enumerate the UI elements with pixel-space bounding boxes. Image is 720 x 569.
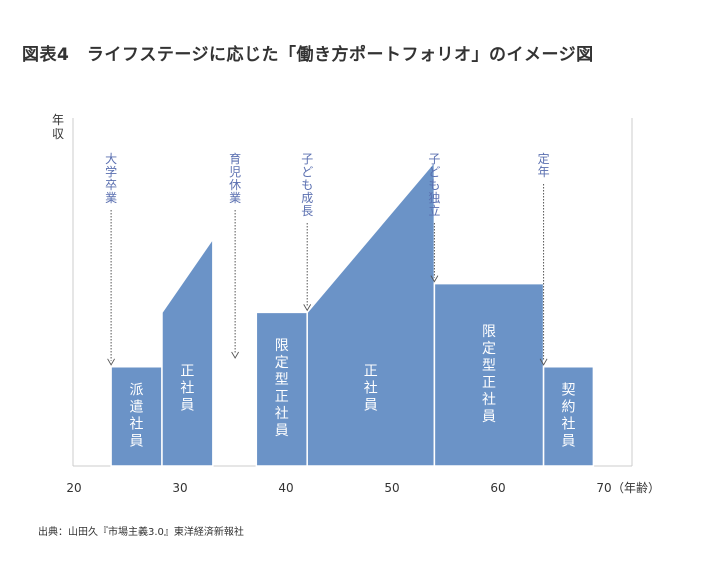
y-axis-title: 年収	[52, 113, 64, 141]
event-label-1: 育児休業	[229, 151, 241, 205]
events: 大学卒業 育児休業 子ども成長 子ども独立 定年	[105, 151, 550, 366]
event-arrow-2	[303, 304, 312, 312]
segment-3	[306, 159, 436, 467]
x-tick-label: 70	[596, 481, 611, 495]
x-tick-labels: 20 30 40 50 60 70	[66, 481, 611, 495]
event-arrow-0	[107, 358, 115, 366]
event-label-0: 大学卒業	[105, 152, 117, 205]
event-arrow-4	[539, 358, 548, 366]
x-tick-label: 40	[278, 481, 293, 495]
segment-label-5: 契約社員	[561, 382, 575, 449]
x-tick-label: 50	[384, 481, 399, 495]
event-arrow-3	[430, 275, 439, 283]
event-label-4: 定年	[538, 151, 550, 179]
event-arrow-1	[231, 351, 240, 359]
x-tick-label: 30	[172, 481, 187, 495]
segment-label-0: 派遣社員	[130, 382, 144, 449]
source-note: 出典：山田久『市場主義3.0』東洋経済新報社	[38, 527, 244, 538]
segment-1	[161, 236, 214, 467]
segment-label-4: 限定型正社員	[482, 324, 496, 425]
x-axis-title: （年齢）	[612, 480, 660, 495]
segment-label-2: 限定型正社員	[275, 338, 289, 439]
x-tick-label: 60	[490, 481, 505, 495]
segment-label-3: 正社員	[364, 364, 378, 414]
event-label-2: 子ども成長	[301, 152, 313, 218]
x-tick-label: 20	[66, 481, 81, 495]
figure-title: 図表4 ライフステージに応じた「働き方ポートフォリオ」のイメージ図	[22, 45, 594, 65]
y-axis-title-text: 年収	[52, 113, 64, 141]
segment-5	[542, 366, 595, 467]
segment-label-1: 正社員	[180, 364, 194, 414]
event-label-3: 子ども独立	[428, 152, 440, 218]
